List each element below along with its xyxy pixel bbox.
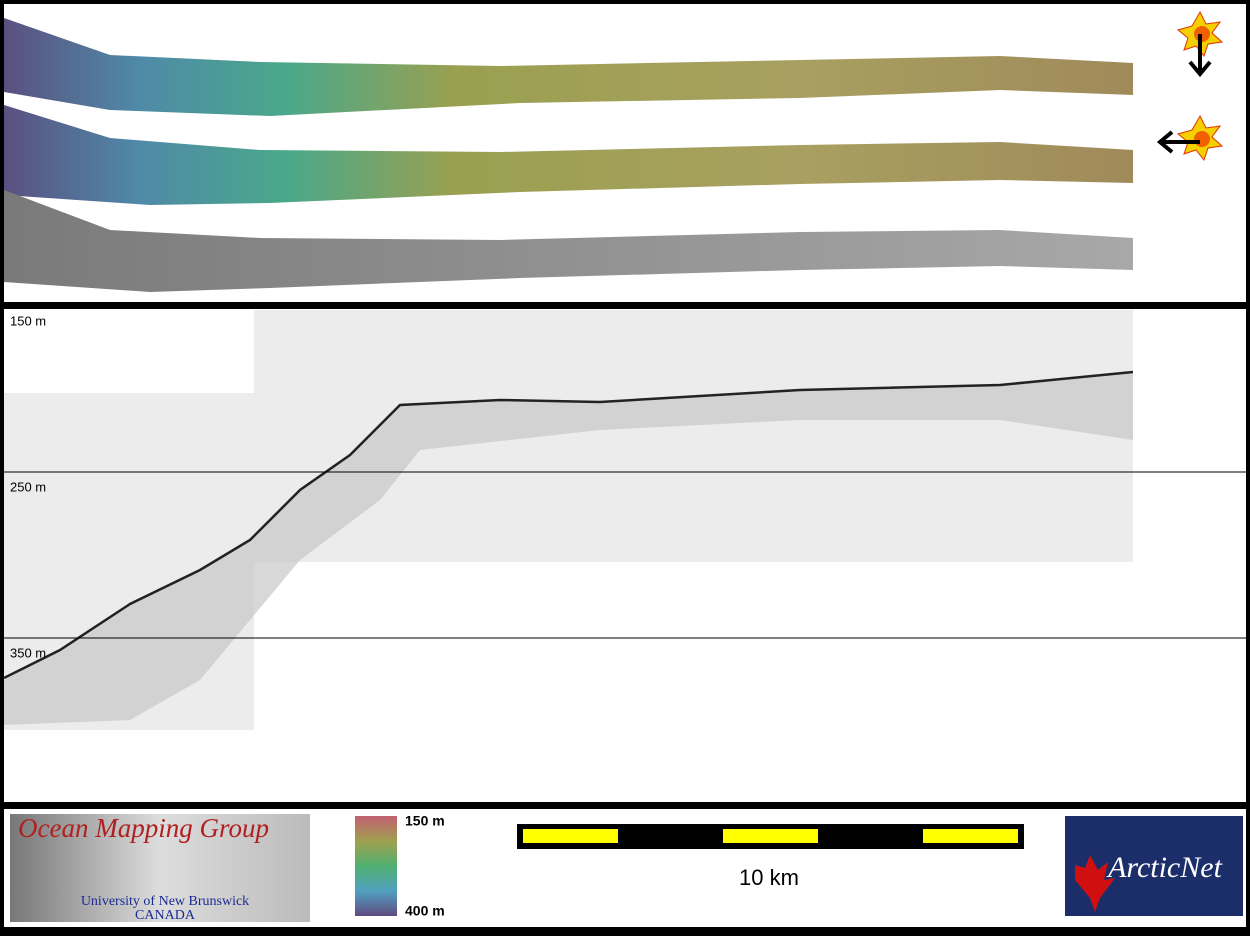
scale-bar — [517, 824, 1024, 849]
scale-label: 10 km — [739, 865, 799, 890]
backscatter-swath — [4, 190, 1133, 292]
seafloor-echo — [3, 370, 1134, 680]
logo-line: CANADA — [135, 908, 196, 923]
logo-title: ArcticNet — [1106, 851, 1223, 884]
sun-icon-east — [1156, 114, 1224, 162]
depth-label: 150 m — [10, 313, 46, 328]
omg-logo: Ocean Mapping Group University of New Br… — [10, 813, 310, 923]
depth-label: 250 m — [10, 479, 46, 494]
legend-label: 150 m — [405, 813, 445, 829]
logo-line: University of New Brunswick — [81, 894, 249, 909]
arcticnet-logo: ArcticNet — [1065, 816, 1243, 916]
logo-title: Ocean Mapping Group — [18, 813, 269, 843]
color-bar — [355, 816, 397, 916]
sun-icon-north — [1176, 10, 1224, 78]
depth-label: 350 m — [10, 645, 46, 660]
swath-sun-east — [4, 105, 1133, 205]
echo-scatter — [4, 372, 1133, 725]
swath-sun-north — [4, 18, 1133, 116]
legend-label: 400 m — [405, 903, 445, 919]
